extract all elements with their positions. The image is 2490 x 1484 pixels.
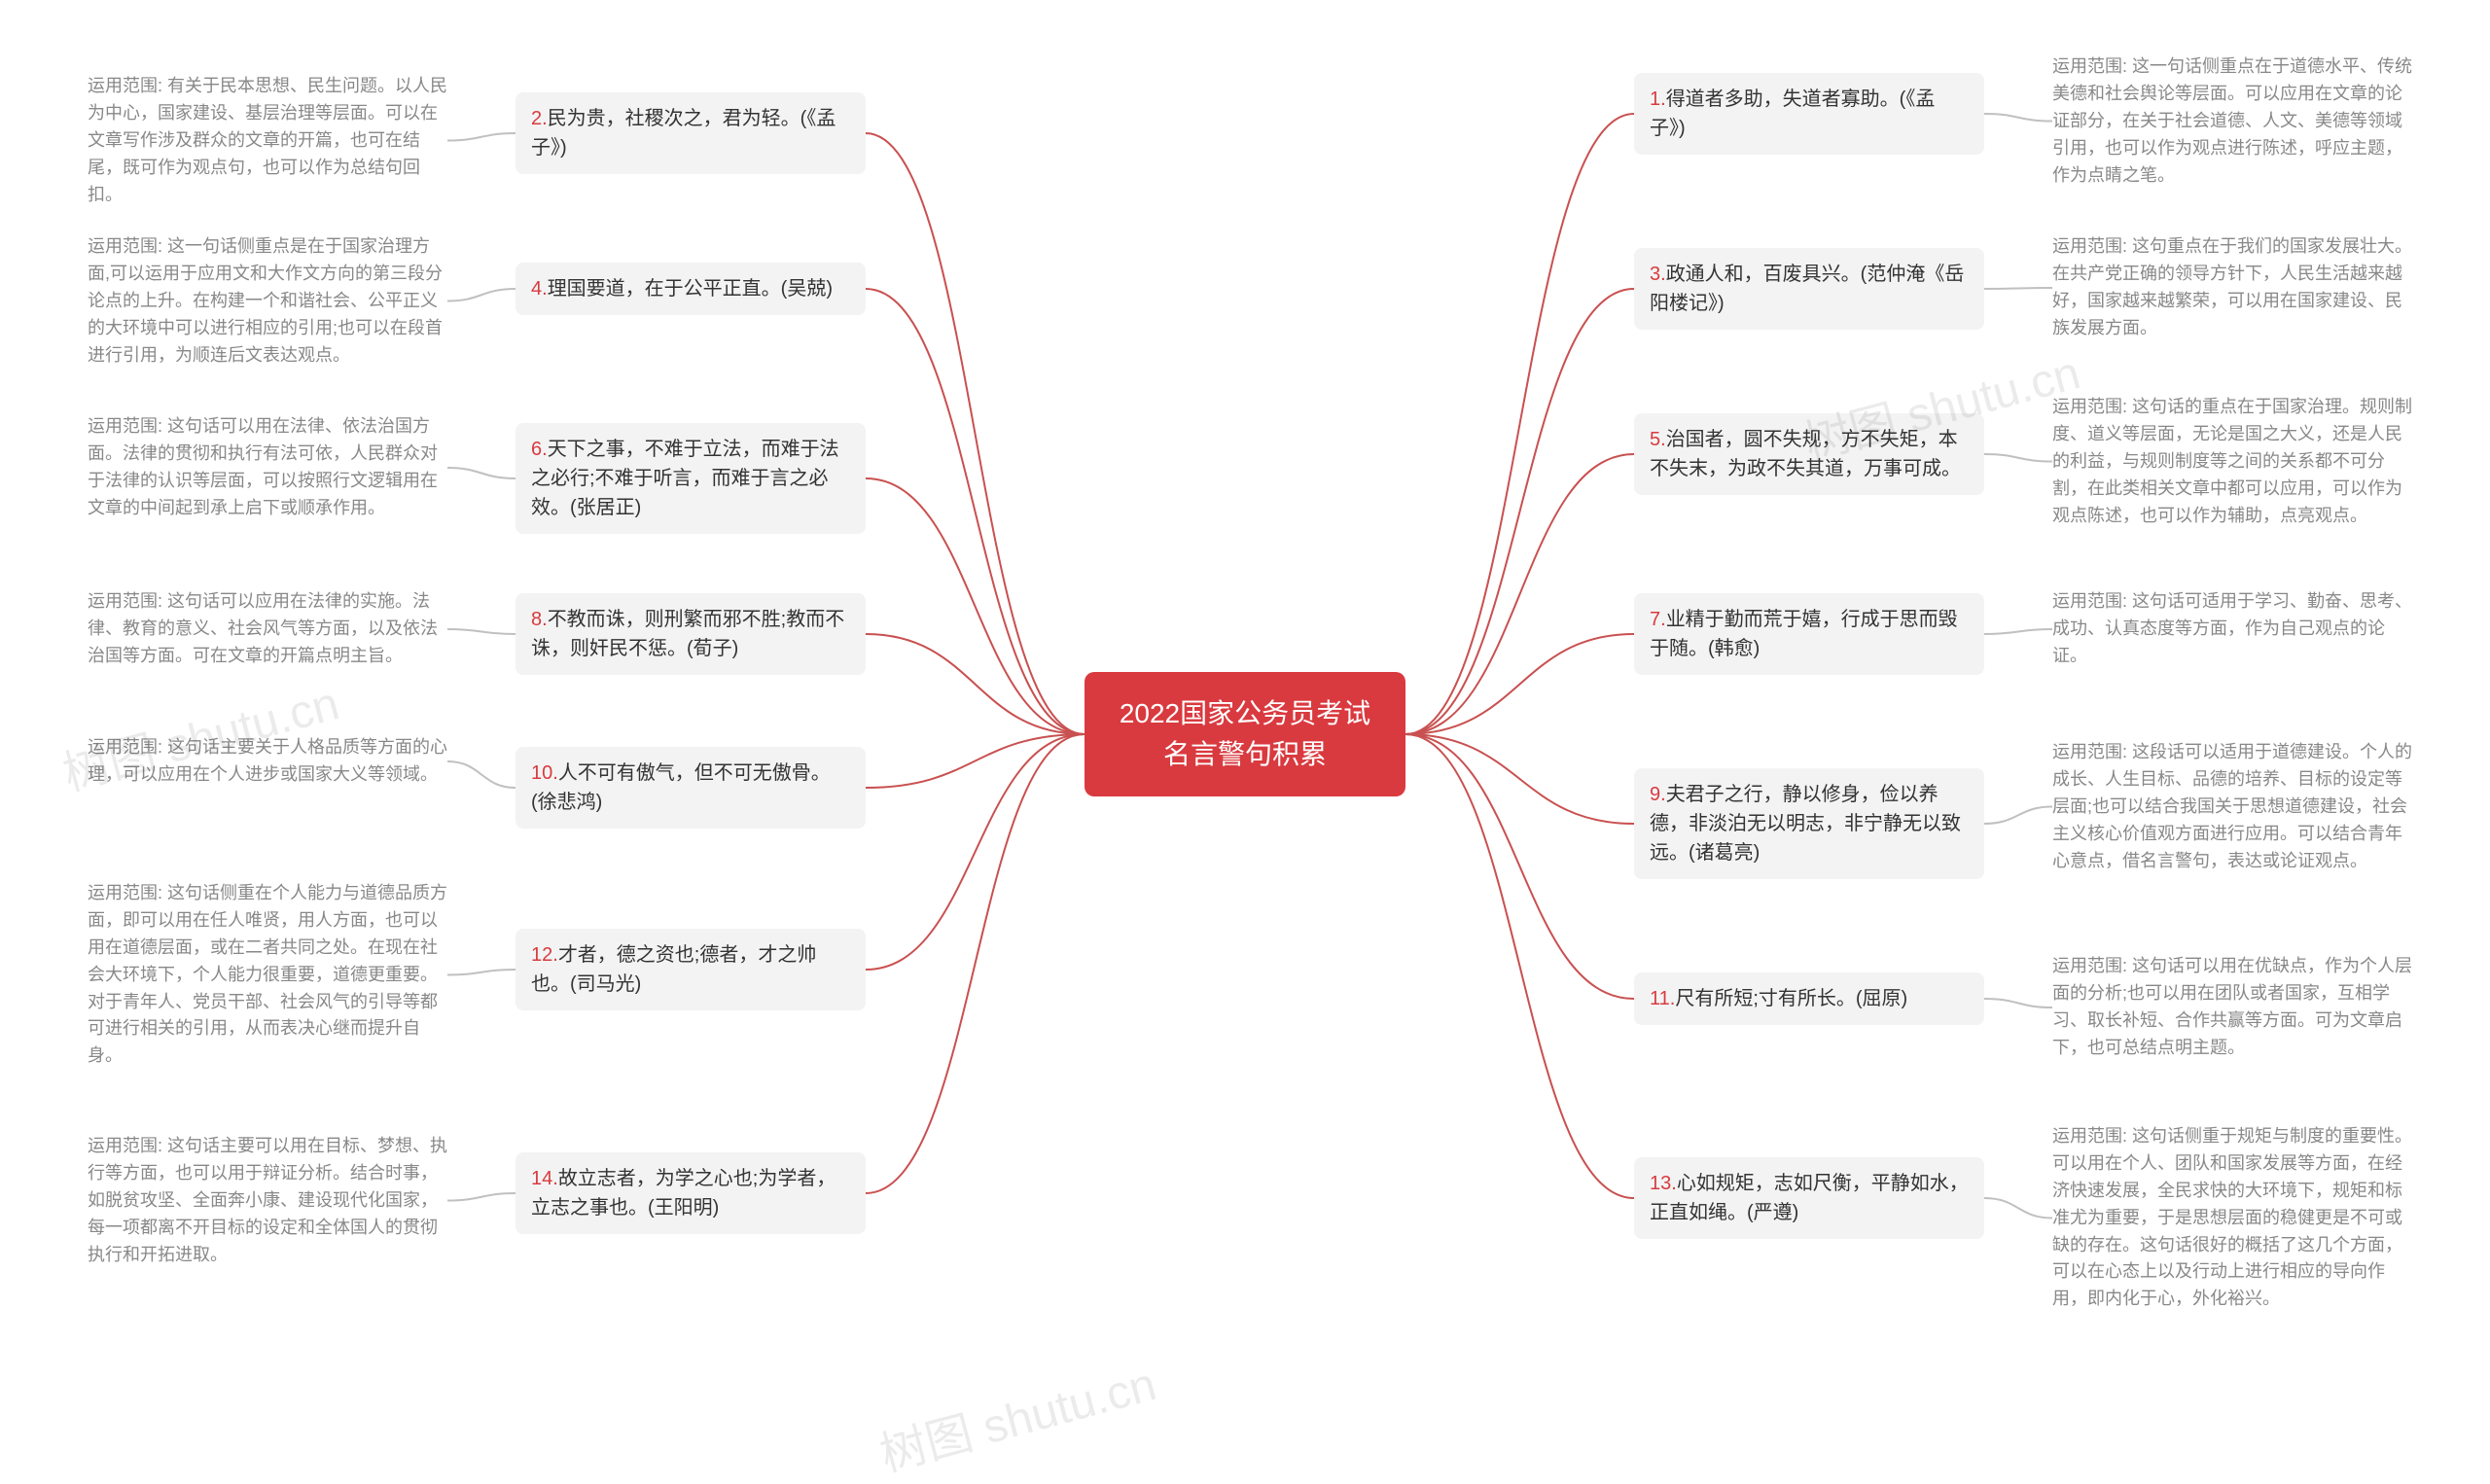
usage-node-8: 运用范围: 这句话可以应用在法律的实施。法律、教育的意义、社会风气等方面，以及依… bbox=[88, 588, 447, 670]
quote-node-1: 1.得道者多助，失道者寡助。(《孟子》) bbox=[1634, 73, 1984, 155]
quote-text: 尺有所短;寸有所长。(屈原) bbox=[1675, 988, 1907, 1009]
usage-node-5: 运用范围: 这句话的重点在于国家治理。规则制度、道义等层面，无论是国之大义，还是… bbox=[2052, 394, 2412, 529]
quote-node-14: 14.故立志者，为学之心也;为学者，立志之事也。(王阳明) bbox=[516, 1152, 866, 1234]
quote-text: 政通人和，百废具兴。(范仲淹《岳阳楼记》) bbox=[1650, 264, 1964, 314]
center-node: 2022国家公务员考试名言警句积累 bbox=[1085, 672, 1405, 796]
quote-number: 14. bbox=[531, 1168, 558, 1189]
quote-number: 6. bbox=[531, 439, 548, 460]
usage-node-14: 运用范围: 这句话主要可以用在目标、梦想、执行等方面，也可以用于辩证分析。结合时… bbox=[88, 1133, 447, 1268]
usage-label: 运用范围: bbox=[88, 236, 167, 256]
quote-text: 业精于勤而荒于嬉，行成于思而毁于随。(韩愈) bbox=[1650, 609, 1958, 659]
usage-label: 运用范围: bbox=[88, 737, 167, 757]
usage-node-13: 运用范围: 这句话侧重于规矩与制度的重要性。可以用在个人、团队和国家发展等方面，… bbox=[2052, 1123, 2412, 1313]
quote-number: 3. bbox=[1650, 264, 1666, 285]
usage-label: 运用范围: bbox=[2052, 591, 2132, 611]
usage-node-6: 运用范围: 这句话可以用在法律、依法治国方面。法律的贯彻和执行有法可依，人民群众… bbox=[88, 413, 447, 522]
quote-text: 治国者，圆不失规，方不失矩，本不失末，为政不失其道，万事可成。 bbox=[1650, 429, 1961, 479]
quote-text: 夫君子之行，静以修身，俭以养德，非淡泊无以明志，非宁静无以致远。(诸葛亮) bbox=[1650, 784, 1961, 864]
usage-label: 运用范围: bbox=[2052, 956, 2132, 975]
quote-text: 民为贵，社稷次之，君为轻。(《孟子》) bbox=[531, 108, 836, 159]
quote-node-4: 4.理国要道，在于公平正直。(吴兢) bbox=[516, 263, 866, 315]
quote-number: 12. bbox=[531, 944, 558, 966]
quote-number: 7. bbox=[1650, 609, 1666, 630]
quote-number: 2. bbox=[531, 108, 548, 129]
quote-node-9: 9.夫君子之行，静以修身，俭以养德，非淡泊无以明志，非宁静无以致远。(诸葛亮) bbox=[1634, 768, 1984, 879]
usage-text: 这句话侧重于规矩与制度的重要性。可以用在个人、团队和国家发展等方面，在经济快速发… bbox=[2052, 1126, 2412, 1308]
quote-number: 11. bbox=[1650, 988, 1675, 1009]
usage-label: 运用范围: bbox=[2052, 236, 2132, 256]
quote-node-8: 8.不教而诛，则刑繁而邪不胜;教而不诛，则奸民不惩。(荀子) bbox=[516, 593, 866, 675]
quote-text: 天下之事，不难于立法，而难于法之必行;不难于听言，而难于言之必效。(张居正) bbox=[531, 439, 839, 518]
quote-number: 4. bbox=[531, 278, 548, 300]
quote-text: 心如规矩，志如尺衡，平静如水，正直如绳。(严遵) bbox=[1650, 1173, 1969, 1223]
usage-label: 运用范围: bbox=[2052, 1126, 2132, 1146]
quote-text: 才者，德之资也;德者，才之帅也。(司马光) bbox=[531, 944, 816, 995]
quote-text: 不教而诛，则刑繁而邪不胜;教而不诛，则奸民不惩。(荀子) bbox=[531, 609, 844, 659]
quote-node-13: 13.心如规矩，志如尺衡，平静如水，正直如绳。(严遵) bbox=[1634, 1157, 1984, 1239]
quote-node-2: 2.民为贵，社稷次之，君为轻。(《孟子》) bbox=[516, 92, 866, 174]
quote-text: 理国要道，在于公平正直。(吴兢) bbox=[548, 278, 833, 300]
usage-label: 运用范围: bbox=[88, 76, 167, 95]
quote-node-3: 3.政通人和，百废具兴。(范仲淹《岳阳楼记》) bbox=[1634, 248, 1984, 330]
quote-text: 人不可有傲气，但不可无傲骨。(徐悲鸿) bbox=[531, 762, 831, 813]
quote-number: 5. bbox=[1650, 429, 1666, 450]
usage-node-11: 运用范围: 这句话可以用在优缺点，作为个人层面的分析;也可以用在团队或者国家，互… bbox=[2052, 953, 2412, 1062]
usage-node-12: 运用范围: 这句话侧重在个人能力与道德品质方面，即可以用在任人唯贤，用人方面，也… bbox=[88, 880, 447, 1070]
quote-text: 得道者多助，失道者寡助。(《孟子》) bbox=[1650, 88, 1935, 139]
usage-node-9: 运用范围: 这段话可以适用于道德建设。个人的成长、人生目标、品德的培养、目标的设… bbox=[2052, 739, 2412, 874]
quote-number: 10. bbox=[531, 762, 558, 784]
usage-label: 运用范围: bbox=[88, 1136, 167, 1155]
usage-text: 这句话侧重在个人能力与道德品质方面，即可以用在任人唯贤，用人方面，也可以用在道德… bbox=[88, 883, 447, 1065]
usage-node-3: 运用范围: 这句重点在于我们的国家发展壮大。在共产党正确的领导方针下，人民生活越… bbox=[2052, 233, 2412, 342]
quote-number: 1. bbox=[1650, 88, 1666, 110]
quote-number: 8. bbox=[531, 609, 548, 630]
usage-label: 运用范围: bbox=[2052, 56, 2132, 76]
usage-node-7: 运用范围: 这句话可适用于学习、勤奋、思考、成功、认真态度等方面，作为自己观点的… bbox=[2052, 588, 2412, 670]
usage-node-4: 运用范围: 这一句话侧重点是在于国家治理方面,可以运用于应用文和大作文方向的第三… bbox=[88, 233, 447, 369]
usage-node-10: 运用范围: 这句话主要关于人格品质等方面的心理，可以应用在个人进步或国家大义等领… bbox=[88, 734, 447, 789]
quote-node-5: 5.治国者，圆不失规，方不失矩，本不失末，为政不失其道，万事可成。 bbox=[1634, 413, 1984, 495]
usage-label: 运用范围: bbox=[2052, 397, 2132, 416]
quote-node-6: 6.天下之事，不难于立法，而难于法之必行;不难于听言，而难于言之必效。(张居正) bbox=[516, 423, 866, 534]
quote-text: 故立志者，为学之心也;为学者，立志之事也。(王阳明) bbox=[531, 1168, 836, 1219]
quote-number: 9. bbox=[1650, 784, 1666, 805]
usage-label: 运用范围: bbox=[88, 591, 167, 611]
center-text: 2022国家公务员考试名言警句积累 bbox=[1120, 698, 1370, 769]
quote-node-12: 12.才者，德之资也;德者，才之帅也。(司马光) bbox=[516, 929, 866, 1010]
usage-node-2: 运用范围: 有关于民本思想、民生问题。以人民为中心，国家建设、基层治理等层面。可… bbox=[88, 73, 447, 208]
quote-node-7: 7.业精于勤而荒于嬉，行成于思而毁于随。(韩愈) bbox=[1634, 593, 1984, 675]
quote-number: 13. bbox=[1650, 1173, 1677, 1194]
quote-node-11: 11.尺有所短;寸有所长。(屈原) bbox=[1634, 972, 1984, 1025]
usage-label: 运用范围: bbox=[2052, 742, 2132, 761]
usage-node-1: 运用范围: 这一句话侧重点在于道德水平、传统美德和社会舆论等层面。可以应用在文章… bbox=[2052, 53, 2412, 189]
usage-label: 运用范围: bbox=[88, 416, 167, 436]
usage-label: 运用范围: bbox=[88, 883, 167, 902]
quote-node-10: 10.人不可有傲气，但不可无傲骨。(徐悲鸿) bbox=[516, 747, 866, 829]
